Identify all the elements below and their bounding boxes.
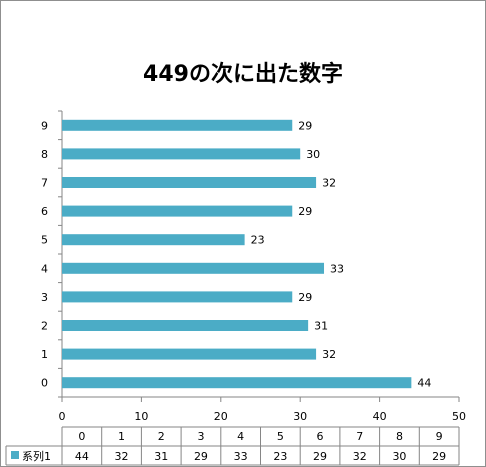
bar-3 [62,291,293,303]
table-header-0: 0 [78,430,85,443]
x-tick-label-0: 0 [59,410,66,423]
table-cell-4: 33 [234,450,248,463]
x-tick-label-20: 20 [214,410,228,423]
table-header-6: 6 [317,430,324,443]
data-label-0: 44 [417,377,431,390]
data-label-6: 29 [298,205,312,218]
legend-key [11,451,19,459]
table-header-4: 4 [237,430,244,443]
bar-4 [62,262,325,274]
table-header-2: 2 [158,430,165,443]
table-header-9: 9 [436,430,443,443]
chart-title: 449の次に出た数字 [143,62,343,87]
y-tick-label-1: 1 [41,348,48,361]
table-cell-3: 29 [194,450,208,463]
data-label-2: 31 [314,320,328,333]
table-cell-1: 32 [115,450,129,463]
x-tick-label-30: 30 [293,410,307,423]
y-tick-label-8: 8 [41,148,48,161]
legend-series-name: 系列1 [22,449,51,463]
x-tick-label-40: 40 [373,410,387,423]
table-cell-7: 32 [353,450,367,463]
data-label-4: 33 [330,262,344,275]
data-label-5: 23 [251,234,265,247]
x-tick-label-10: 10 [134,410,148,423]
data-label-9: 29 [298,119,312,132]
y-tick-label-7: 7 [41,177,48,190]
y-tick-label-4: 4 [41,262,48,275]
table-cell-8: 30 [392,450,406,463]
table-cell-2: 31 [154,450,168,463]
y-tick-label-5: 5 [41,234,48,247]
bar-5 [62,234,245,246]
data-label-3: 29 [298,291,312,304]
table-header-7: 7 [356,430,363,443]
bar-8 [62,148,301,160]
bar-6 [62,205,293,217]
table-cell-0: 44 [75,450,89,463]
data-label-1: 32 [322,348,336,361]
table-header-5: 5 [277,430,284,443]
y-tick-label-6: 6 [41,205,48,218]
bar-9 [62,119,293,131]
bar-1 [62,348,317,360]
table-cell-5: 23 [273,450,287,463]
x-tick-label-50: 50 [452,410,466,423]
y-tick-label-0: 0 [41,377,48,390]
table-cell-6: 29 [313,450,327,463]
bar-0 [62,377,412,389]
table-header-8: 8 [396,430,403,443]
bar-2 [62,320,309,331]
y-tick-label-3: 3 [41,291,48,304]
y-tick-label-2: 2 [41,320,48,333]
data-label-8: 30 [306,148,320,161]
table-header-1: 1 [118,430,125,443]
table-cell-9: 29 [432,450,446,463]
data-label-7: 32 [322,177,336,190]
table-header-3: 3 [197,430,204,443]
y-tick-label-9: 9 [41,119,48,132]
bar-7 [62,177,317,188]
